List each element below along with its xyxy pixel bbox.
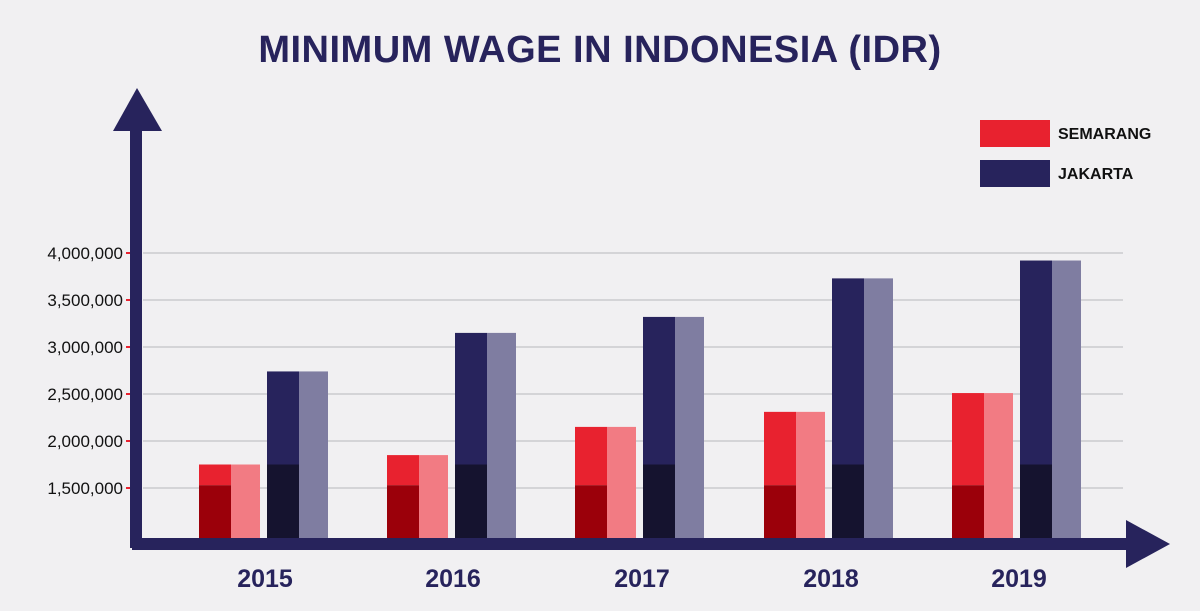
bar-base-band xyxy=(267,464,299,543)
bar-side-face xyxy=(864,278,893,543)
bar-side-face xyxy=(487,332,516,543)
bar-front-face xyxy=(643,316,675,465)
legend-swatch xyxy=(980,160,1050,187)
bars xyxy=(199,260,1081,543)
legend-item-semarang: SEMARANG xyxy=(980,120,1151,147)
bar-front-face xyxy=(455,332,487,465)
legend-swatch xyxy=(980,120,1050,147)
x-axis-line xyxy=(132,538,1132,550)
bar-side-face xyxy=(1052,260,1081,543)
bar-side-face xyxy=(984,393,1013,543)
bar-semarang-2018 xyxy=(764,411,825,543)
y-axis-arrow-icon xyxy=(113,88,162,131)
bar-side-face xyxy=(299,371,328,543)
bar-base-band xyxy=(832,464,864,543)
y-axis-line xyxy=(130,128,142,548)
bar-front-face xyxy=(832,278,864,465)
axes xyxy=(113,88,1170,568)
bar-base-band xyxy=(199,485,231,543)
bar-front-face xyxy=(267,371,299,465)
x-axis-arrow-icon xyxy=(1126,520,1170,568)
chart-title: MINIMUM WAGE IN INDONESIA (IDR) xyxy=(258,29,941,71)
bar-jakarta-2016 xyxy=(455,332,516,543)
bar-base-band xyxy=(455,464,487,543)
x-category-label: 2019 xyxy=(991,565,1047,593)
bar-base-band xyxy=(1020,464,1052,543)
bar-jakarta-2017 xyxy=(643,316,704,543)
bar-side-face xyxy=(607,426,636,543)
bar-base-band xyxy=(575,485,607,543)
y-tick-label: 4,000,000 xyxy=(47,244,123,263)
bar-base-band xyxy=(764,485,796,543)
x-category-label: 2016 xyxy=(425,565,481,593)
bar-front-face xyxy=(1020,260,1052,465)
y-axis-ticks: 1,500,000 2,000,000 2,500,000 3,000,000 3,50… xyxy=(47,244,123,498)
bar-jakarta-2015 xyxy=(267,371,328,543)
legend: SEMARANG JAKARTA xyxy=(980,120,1151,187)
bar-front-face xyxy=(387,455,419,486)
legend-label: SEMARANG xyxy=(1058,126,1151,143)
x-category-label: 2018 xyxy=(803,565,859,593)
x-axis-categories: 2015 2016 2017 2018 2019 xyxy=(237,565,1047,593)
legend-label: JAKARTA xyxy=(1058,166,1134,183)
y-tick-label: 3,000,000 xyxy=(47,338,123,357)
bar-front-face xyxy=(575,426,607,486)
bar-front-face xyxy=(764,411,796,486)
x-category-label: 2017 xyxy=(614,565,670,593)
bar-semarang-2016 xyxy=(387,455,448,543)
bar-semarang-2019 xyxy=(952,393,1013,543)
bar-jakarta-2019 xyxy=(1020,260,1081,543)
y-tick-label: 2,000,000 xyxy=(47,432,123,451)
bar-semarang-2015 xyxy=(199,464,260,543)
bar-base-band xyxy=(387,485,419,543)
bar-side-face xyxy=(675,316,704,543)
bar-side-face xyxy=(419,455,448,543)
bar-front-face xyxy=(952,393,984,486)
x-category-label: 2015 xyxy=(237,565,293,593)
y-tick-label: 3,500,000 xyxy=(47,291,123,310)
y-tick-label: 2,500,000 xyxy=(47,385,123,404)
bar-side-face xyxy=(796,411,825,543)
bar-jakarta-2018 xyxy=(832,278,893,543)
bar-side-face xyxy=(231,464,260,543)
bar-base-band xyxy=(643,464,675,543)
bar-front-face xyxy=(199,464,231,486)
legend-item-jakarta: JAKARTA xyxy=(980,160,1134,187)
y-tick-label: 1,500,000 xyxy=(47,479,123,498)
bar-base-band xyxy=(952,485,984,543)
bar-semarang-2017 xyxy=(575,426,636,543)
